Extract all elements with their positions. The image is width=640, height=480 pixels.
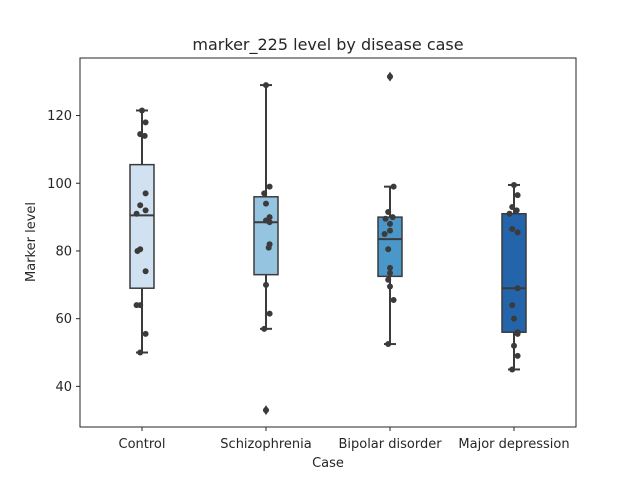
y-axis-label: Marker level	[24, 202, 39, 282]
data-point	[142, 119, 149, 126]
data-point	[514, 229, 521, 236]
data-point	[263, 200, 269, 207]
x-tick-label: Major depression	[458, 437, 569, 452]
data-point	[390, 183, 397, 190]
y-tick-label: 60	[55, 312, 72, 327]
plot-area	[79, 57, 577, 428]
data-point	[266, 183, 273, 190]
data-point	[514, 330, 521, 337]
data-point	[387, 73, 393, 80]
data-point	[511, 315, 517, 322]
data-point	[263, 281, 269, 288]
data-point	[387, 220, 393, 227]
data-point	[263, 82, 269, 89]
data-point	[389, 214, 396, 221]
data-point	[142, 207, 149, 214]
data-point	[381, 231, 388, 238]
data-point	[387, 283, 393, 290]
points-layer	[133, 73, 521, 414]
y-tick-label: 80	[55, 244, 72, 259]
data-point	[387, 227, 393, 234]
chart-title: marker_225 level by disease case	[192, 35, 463, 55]
data-point	[133, 210, 140, 217]
data-point	[266, 219, 273, 226]
data-point	[137, 349, 144, 356]
data-point	[265, 244, 272, 251]
data-point	[142, 330, 149, 337]
data-point	[511, 342, 517, 349]
box	[129, 163, 155, 289]
data-point	[133, 302, 140, 309]
data-point	[509, 302, 516, 309]
data-point	[139, 107, 145, 114]
y-axis-ticks: 40 60 80 100 120	[47, 109, 80, 395]
data-point	[514, 352, 521, 359]
data-point	[390, 297, 397, 304]
data-point	[142, 268, 149, 275]
data-point	[509, 203, 516, 210]
x-axis-label: Case	[312, 456, 344, 471]
data-point	[514, 192, 521, 199]
data-point	[387, 269, 393, 276]
x-tick-label: Control	[119, 437, 166, 452]
data-point	[134, 247, 141, 254]
data-point	[511, 181, 517, 188]
data-point	[137, 131, 144, 138]
data-point	[385, 209, 392, 216]
data-point	[382, 215, 389, 222]
y-tick-label: 40	[55, 380, 72, 395]
box	[253, 196, 279, 276]
data-point	[385, 246, 392, 253]
y-tick-label: 100	[47, 177, 72, 192]
data-point	[266, 310, 273, 317]
x-tick-label: Schizophrenia	[220, 437, 311, 452]
data-point	[387, 264, 393, 271]
box	[501, 212, 527, 333]
data-point	[385, 341, 392, 348]
data-point	[141, 132, 148, 139]
x-tick-label: Bipolar disorder	[338, 437, 442, 452]
data-point	[385, 276, 392, 283]
data-point	[514, 285, 521, 292]
data-point	[261, 190, 268, 197]
data-point	[506, 210, 513, 217]
data-point	[137, 202, 144, 209]
data-point	[261, 325, 268, 332]
data-point	[513, 207, 520, 214]
data-point	[142, 190, 149, 197]
data-point	[509, 225, 516, 232]
x-axis-ticks: Control Schizophrenia Bipolar disorder Majo…	[119, 427, 570, 452]
y-tick-label: 120	[47, 109, 72, 124]
data-point	[263, 407, 269, 414]
data-point	[509, 366, 516, 373]
